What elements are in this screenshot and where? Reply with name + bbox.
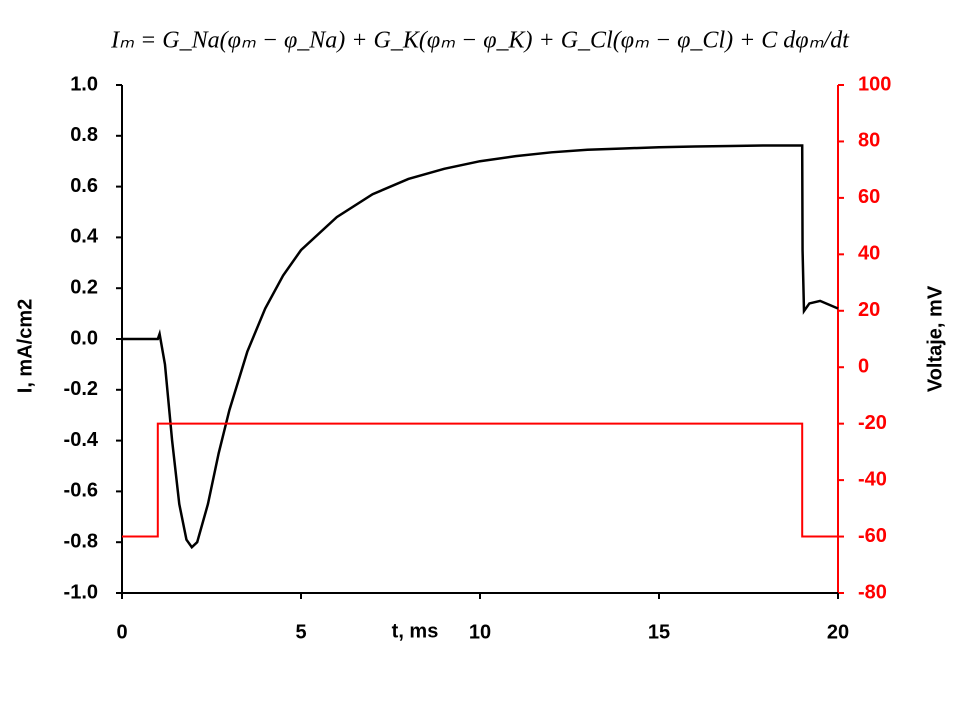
y2-tick-label: 0 — [858, 356, 869, 378]
y-tick-label: -0.6 — [64, 480, 98, 502]
y2-axis-label: Voltaje, mV — [924, 285, 946, 392]
y2-tick-label: -20 — [858, 412, 887, 434]
y2-tick-label: 60 — [858, 186, 880, 208]
y2-tick-label: 80 — [858, 130, 880, 152]
y2-tick-label: 100 — [858, 73, 891, 95]
series-line — [122, 144, 839, 550]
series-line — [122, 422, 838, 538]
y-tick-label: 0.4 — [70, 226, 99, 248]
y2-tick-label: -80 — [858, 581, 887, 603]
y-tick-label: -1.0 — [64, 581, 98, 603]
x-tick-label: 0 — [116, 621, 127, 643]
y-tick-label: 0.6 — [70, 175, 98, 197]
y-tick-label: 0.2 — [70, 276, 98, 298]
y-tick-label: -0.2 — [64, 378, 98, 400]
y2-tick-label: 40 — [858, 243, 880, 265]
y2-tick-label: -40 — [858, 468, 887, 490]
x-axis-label: t, ms — [392, 620, 439, 642]
x-tick-label: 5 — [295, 621, 306, 643]
y-tick-label: 0.0 — [70, 327, 98, 349]
chart-title: Iₘ = G_Na(φₘ − φ_Na) + G_K(φₘ − φ_K) + G… — [110, 28, 850, 54]
x-tick-label: 20 — [827, 621, 849, 643]
y2-tick-label: -60 — [858, 525, 887, 547]
y2-tick-label: 20 — [858, 299, 880, 321]
y-axis-label: I, mA/cm2 — [14, 299, 36, 393]
y-tick-label: -0.4 — [64, 429, 99, 451]
y-tick-label: -0.8 — [64, 530, 98, 552]
y-tick-label: 0.8 — [70, 124, 98, 146]
x-tick-label: 10 — [469, 621, 491, 643]
y-tick-label: 1.0 — [70, 73, 98, 95]
x-tick-label: 15 — [648, 621, 670, 643]
